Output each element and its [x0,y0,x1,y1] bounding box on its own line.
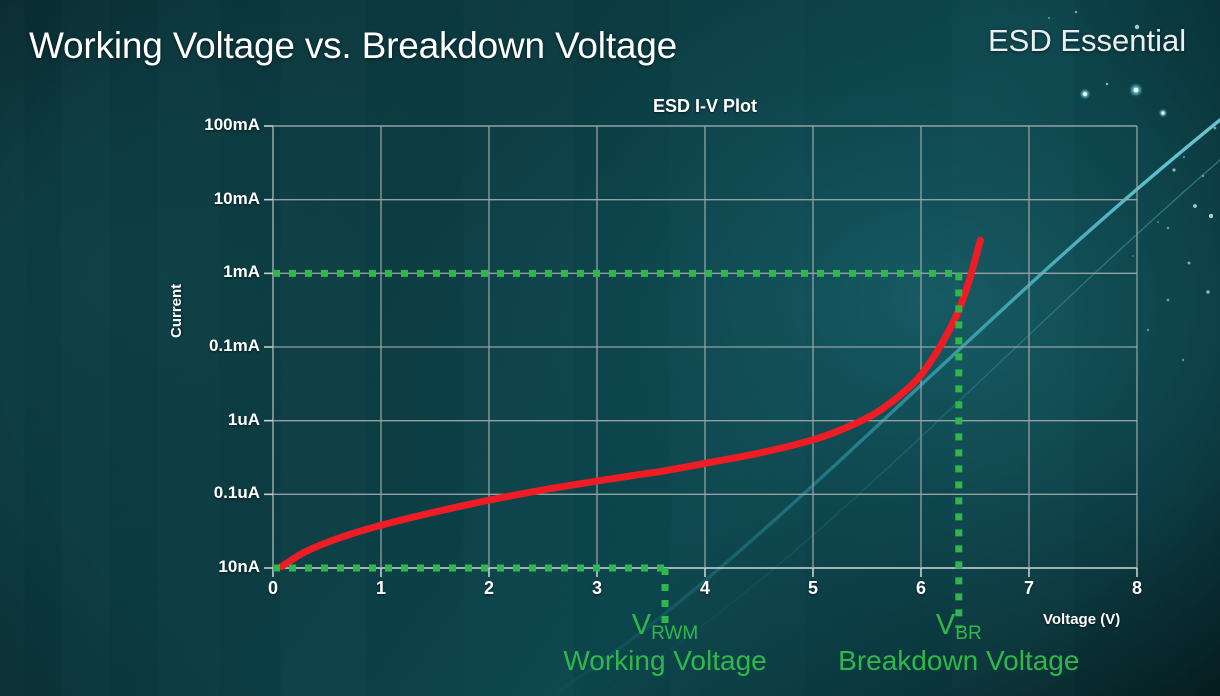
y-tick-label: 10mA [213,188,260,208]
breakdown-voltage-marker-caption: Breakdown Voltage [838,645,1080,676]
working-voltage-marker: VRWM [605,609,725,645]
breakdown-voltage-marker-symbol: V [935,609,956,641]
working-voltage-marker-subscript: RWM [651,623,699,644]
breakdown-voltage-marker-subscript: BR [955,623,982,644]
working-voltage-marker-caption: Working Voltage [563,645,767,676]
x-tick-label: 3 [591,578,602,598]
y-tick-label: 1mA [223,262,260,282]
annotation-lines [273,269,963,628]
x-axis-title: Voltage (V) [1043,611,1121,628]
x-tick-label: 4 [699,578,710,598]
y-tick-label: 0.1uA [213,483,260,503]
iv-curve [278,236,984,570]
x-tick-label: 0 [267,578,278,598]
x-tick-label: 7 [1023,578,1034,598]
x-tick-label: 1 [375,578,386,598]
x-tick-label: 2 [483,578,494,598]
y-tick-label: 10nA [218,557,260,576]
breakdown-voltage-marker: VBR [899,609,1019,645]
working-voltage-marker-symbol: V [631,609,652,641]
y-tick-label: 1uA [227,409,260,429]
x-tick-label: 5 [807,578,818,598]
x-tick-label: 6 [915,578,926,598]
x-tick-label: 8 [1131,578,1142,598]
chart-title: ESD I-V Plot [652,96,757,116]
page-title: Working Voltage vs. Breakdown Voltage [29,25,678,66]
y-tick-label: 0.1mA [208,336,260,355]
series-label: ESD Essential [988,23,1187,58]
grid-lines [264,125,1138,577]
y-tick-label: 100mA [204,115,260,134]
